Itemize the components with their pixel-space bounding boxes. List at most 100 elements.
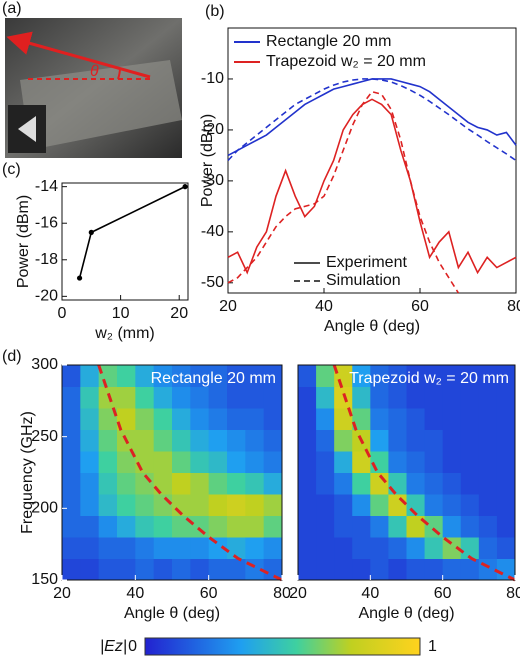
heatmap-cell: [370, 408, 389, 430]
x-axis-label: Angle θ (deg): [324, 318, 420, 335]
heatmap-cell: [298, 494, 317, 516]
heatmap-cell: [135, 408, 155, 430]
heatmap-cell: [496, 515, 516, 538]
heatmap-cell: [478, 429, 498, 452]
heatmap-cell: [388, 558, 407, 581]
heatmap-cell: [316, 451, 335, 473]
heatmap-cell: [98, 537, 118, 559]
x-axis-label: w₂ (mm): [94, 325, 155, 342]
heatmap-cell: [208, 558, 228, 581]
x-tick-label: 60: [434, 585, 452, 602]
heatmap-cell: [298, 537, 317, 559]
heatmap-cell: [245, 365, 265, 387]
heatmap-cell: [117, 494, 136, 516]
heatmap-cell: [80, 515, 100, 538]
heatmap-cell: [245, 472, 265, 495]
heatmap-cell: [98, 515, 118, 538]
heatmap-cell: [316, 472, 335, 495]
heatmap-cell: [98, 365, 118, 387]
heatmap-cell: [208, 537, 228, 559]
heatmap-cell: [263, 429, 283, 452]
heatmap-cell: [496, 365, 516, 387]
heatmap-cell: [478, 472, 498, 495]
colorbar-tick-label: 0: [128, 638, 137, 655]
heatmap-cell: [460, 429, 480, 452]
y-tick-label: -10: [201, 70, 224, 87]
heatmap-cell: [117, 472, 136, 495]
heatmap-cell: [62, 429, 81, 452]
simulation-line: [227, 90, 460, 294]
heatmap-cell: [316, 408, 335, 430]
table: [20, 60, 182, 150]
heatmap-cell: [334, 429, 353, 452]
heatmap-cell: [370, 558, 389, 581]
heatmap-cell: [190, 365, 210, 387]
heatmap-cell: [117, 386, 136, 409]
y-axis-label: Frequency (GHz): [19, 411, 36, 534]
heatmap-cell: [153, 494, 173, 516]
heatmap-cell: [496, 472, 516, 495]
heatmap-cell: [117, 451, 136, 473]
heatmap-cell: [352, 386, 371, 409]
heatmap-cell: [208, 365, 228, 387]
heatmap-cell: [388, 408, 407, 430]
heatmap-cell: [478, 408, 498, 430]
heatmap-cell: [424, 558, 444, 581]
heatmap-cell: [478, 365, 498, 387]
heatmap-cell: [370, 537, 389, 559]
panel-label: (b): [205, 3, 225, 20]
colorbar-label: |Ez|: [100, 638, 127, 655]
heatmap-cell: [496, 429, 516, 452]
heatmap-cell: [153, 515, 173, 538]
heatmap-cell: [298, 429, 317, 452]
heatmap-cell: [227, 494, 246, 516]
y-tick-label: -16: [35, 214, 58, 231]
heatmap-cell: [442, 429, 462, 452]
panel-label: (d): [2, 348, 22, 365]
heatmap-cell: [460, 472, 480, 495]
heatmap-cell: [388, 537, 407, 559]
y-tick-label: -50: [201, 274, 224, 291]
x-tick-label: 40: [315, 298, 333, 315]
heatmap-cell: [227, 515, 246, 538]
legend-label: Rectangle 20 mm: [266, 33, 391, 50]
x-tick-label: 80: [507, 298, 520, 315]
x-tick-label: 10: [112, 305, 130, 322]
heatmap-cell: [424, 429, 444, 452]
legend-label: Experiment: [326, 254, 407, 271]
heatmap-cell: [424, 386, 444, 409]
heatmap-cell: [298, 386, 317, 409]
heatmap-cell: [352, 537, 371, 559]
heatmap-cell: [460, 494, 480, 516]
heatmap-cell: [460, 515, 480, 538]
x-tick-label: 80: [506, 585, 520, 602]
heatmap-cell: [316, 537, 335, 559]
heatmap-cell: [62, 537, 81, 559]
heatmap-cell: [172, 408, 191, 430]
heatmap-cell: [424, 451, 444, 473]
heatmap-cell: [135, 537, 155, 559]
y-tick-label: 200: [31, 500, 58, 517]
heatmap-cell: [478, 558, 498, 581]
heatmap-cell: [460, 386, 480, 409]
heatmap-title: Trapezoid w₂ = 20 mm: [349, 370, 509, 387]
heatmap-cell: [406, 558, 426, 581]
heatmap-cell: [316, 429, 335, 452]
heatmap-cell: [153, 451, 173, 473]
heatmap-cell: [316, 558, 335, 581]
x-tick-label: 20: [170, 305, 188, 322]
x-tick-label: 60: [200, 585, 218, 602]
heatmap-cell: [263, 451, 283, 473]
heatmap-cell: [263, 494, 283, 516]
heatmap-cell: [153, 537, 173, 559]
heatmap-cell: [352, 494, 371, 516]
heatmap-cell: [442, 537, 462, 559]
heatmap-cell: [172, 558, 191, 581]
heatmap-cell: [370, 365, 389, 387]
heatmap-cell: [406, 365, 426, 387]
y-tick-label: -40: [201, 223, 224, 240]
heatmap-cell: [245, 537, 265, 559]
experiment-line: [227, 78, 517, 157]
heatmap-cell: [80, 472, 100, 495]
y-tick-label: -30: [201, 172, 224, 189]
